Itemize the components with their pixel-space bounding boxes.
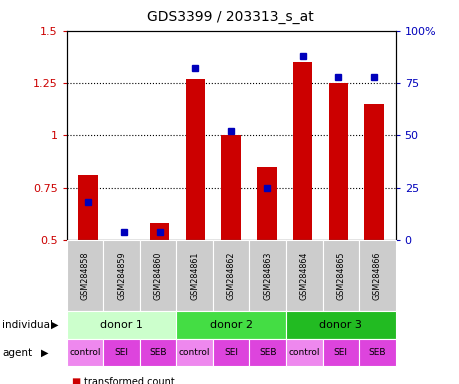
- Text: ▶: ▶: [50, 320, 58, 330]
- Text: GSM284862: GSM284862: [226, 251, 235, 300]
- Text: GDS3399 / 203313_s_at: GDS3399 / 203313_s_at: [146, 10, 313, 23]
- Text: GSM284866: GSM284866: [372, 252, 381, 300]
- Bar: [78, 175, 98, 240]
- Text: GSM284860: GSM284860: [153, 252, 162, 300]
- Bar: [150, 223, 169, 240]
- Text: SEB: SEB: [368, 348, 385, 357]
- Text: GSM284859: GSM284859: [117, 251, 126, 300]
- Text: SEI: SEI: [224, 348, 238, 357]
- Bar: [364, 104, 383, 240]
- Bar: [221, 136, 241, 240]
- Text: control: control: [179, 348, 210, 357]
- Text: individual: individual: [2, 320, 53, 330]
- Text: ■: ■: [71, 377, 80, 384]
- Text: SEI: SEI: [333, 348, 347, 357]
- Text: transformed count: transformed count: [84, 377, 174, 384]
- Text: SEB: SEB: [258, 348, 276, 357]
- Bar: [257, 167, 276, 240]
- Text: GSM284861: GSM284861: [190, 252, 199, 300]
- Text: SEI: SEI: [114, 348, 128, 357]
- Text: control: control: [288, 348, 319, 357]
- Bar: [185, 79, 205, 240]
- Bar: [292, 62, 312, 240]
- Text: control: control: [69, 348, 101, 357]
- Text: agent: agent: [2, 348, 32, 358]
- Text: donor 3: donor 3: [319, 320, 361, 330]
- Text: GSM284863: GSM284863: [263, 252, 272, 300]
- Text: donor 1: donor 1: [100, 320, 143, 330]
- Text: GSM284865: GSM284865: [336, 251, 345, 300]
- Text: SEB: SEB: [149, 348, 167, 357]
- Text: GSM284864: GSM284864: [299, 252, 308, 300]
- Text: GSM284858: GSM284858: [80, 251, 90, 300]
- Text: donor 2: donor 2: [209, 320, 252, 330]
- Bar: [328, 83, 347, 240]
- Text: ▶: ▶: [41, 348, 48, 358]
